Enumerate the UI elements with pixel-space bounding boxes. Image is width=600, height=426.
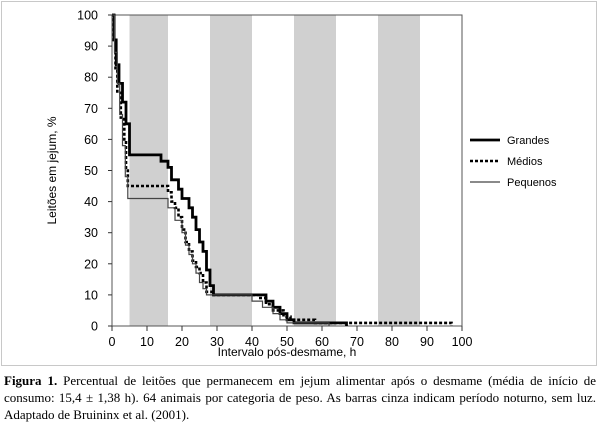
x-tick-label: 40 — [245, 335, 259, 349]
y-tick-label: 30 — [84, 226, 98, 240]
x-axis-title: Intervalo pós-desmame, h — [218, 345, 357, 359]
y-tick-label: 20 — [84, 257, 98, 271]
y-tick-label: 10 — [84, 288, 98, 302]
x-tick-label: 50 — [280, 335, 294, 349]
y-tick-label: 40 — [84, 195, 98, 209]
caption-label: Figura 1. — [4, 373, 58, 388]
legend: Grandes Médios Pequenos — [470, 135, 557, 189]
legend-label-2: Médios — [507, 156, 543, 168]
x-tick-label: 80 — [385, 335, 399, 349]
x-tick-label: 30 — [210, 335, 224, 349]
y-tick-label: 100 — [77, 9, 98, 23]
y-tick-label: 90 — [84, 40, 98, 54]
x-tick-label: 10 — [140, 335, 154, 349]
y-tick-label: 80 — [84, 71, 98, 85]
series-mdios — [112, 13, 453, 326]
x-tick-label: 20 — [175, 335, 189, 349]
series-lines — [112, 13, 453, 326]
x-tick-label: 100 — [452, 335, 473, 349]
caption-text: Percentual de leitões que permanecem em … — [4, 373, 596, 422]
x-axis-ticks: 0 10 20 30 40 50 60 70 80 90 100 — [109, 326, 473, 349]
figure-caption: Figura 1. Percentual de leitões que perm… — [4, 372, 596, 423]
y-tick-label: 70 — [84, 102, 98, 116]
y-axis-title: Leitões em jejum, % — [45, 116, 59, 224]
x-tick-label: 60 — [315, 335, 329, 349]
night-bands — [129, 15, 420, 326]
night-band-3 — [294, 15, 336, 326]
x-tick-label: 0 — [109, 335, 116, 349]
survival-chart: 0 10 20 30 40 50 60 70 80 90 100 0 10 20 30 40 50 60 70 80… — [45, 9, 557, 360]
y-axis-ticks: 0 10 20 30 40 50 60 70 80 90 100 — [77, 9, 112, 334]
x-tick-label: 90 — [420, 335, 434, 349]
night-band-2 — [210, 15, 252, 326]
y-tick-label: 50 — [84, 164, 98, 178]
x-tick-label: 70 — [350, 335, 364, 349]
series-pequenos — [112, 14, 330, 326]
legend-label-3: Pequenos — [507, 177, 557, 189]
night-band-1 — [129, 15, 168, 326]
legend-label-1: Grandes — [507, 135, 550, 147]
y-tick-label: 60 — [84, 133, 98, 147]
night-band-4 — [378, 15, 420, 326]
y-tick-label: 0 — [91, 320, 98, 334]
